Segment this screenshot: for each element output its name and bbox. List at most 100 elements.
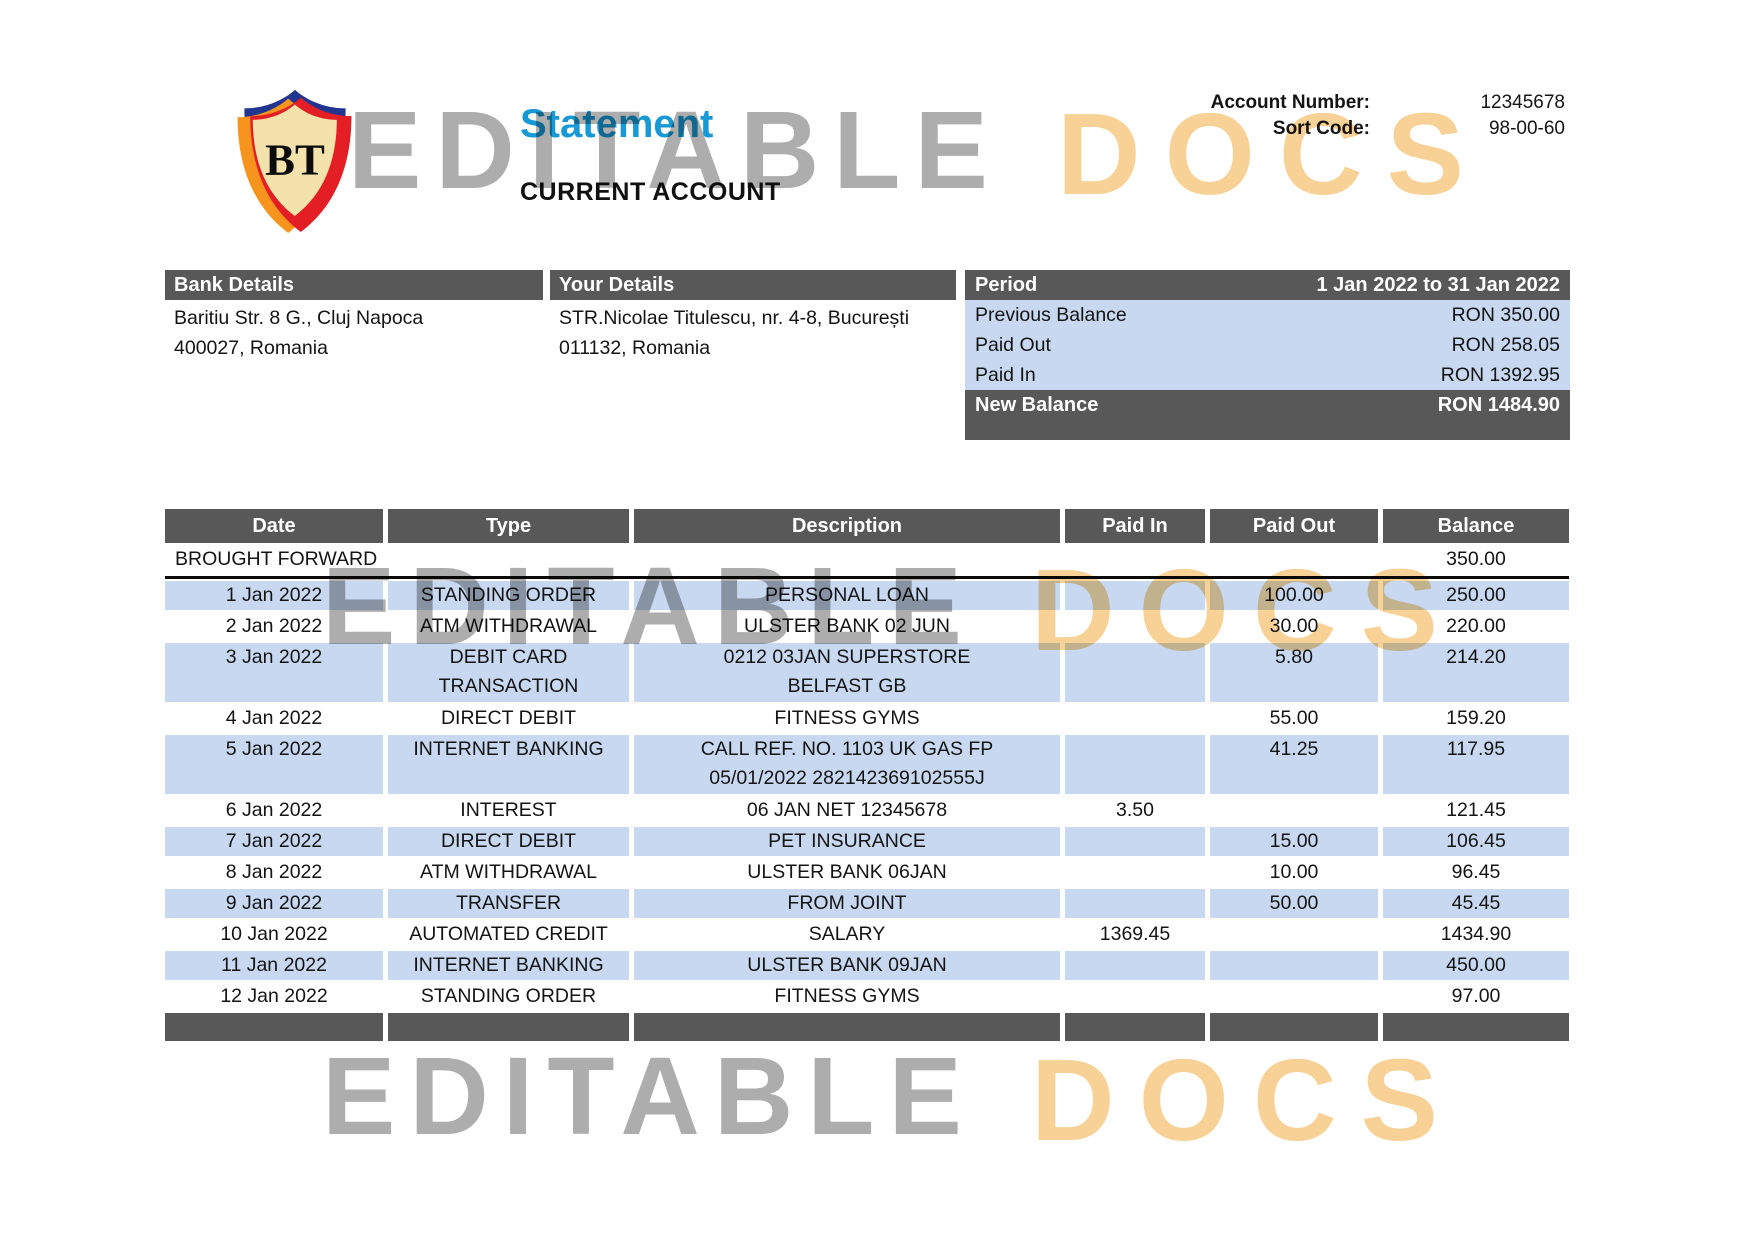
- column-header-type: Type: [388, 509, 629, 543]
- table-row-6-type: INTEREST: [388, 796, 629, 825]
- table-row-1-type: STANDING ORDER: [388, 581, 629, 610]
- previous-balance-value: RON 350.00: [1451, 304, 1560, 326]
- account-number-label: Account Number:: [1210, 92, 1370, 113]
- table-row-7-paid-in: [1065, 827, 1205, 856]
- table-divider-line: [165, 576, 1569, 579]
- table-row-3-date: 3 Jan 2022: [165, 643, 383, 702]
- table-row-3-balance: 214.20: [1383, 643, 1569, 702]
- paid-out-value: RON 258.05: [1451, 334, 1560, 356]
- table-row-2-paid-in: [1065, 612, 1205, 641]
- brought-forward-empty: [1210, 545, 1378, 574]
- your-address-line1: STR.Nicolae Titulescu, nr. 4-8, Bucureșt…: [559, 307, 910, 329]
- table-row-4-balance: 159.20: [1383, 704, 1569, 733]
- period-range: 1 Jan 2022 to 31 Jan 2022: [1316, 274, 1561, 296]
- table-row-4-description: FITNESS GYMS: [634, 704, 1060, 733]
- table-footer-cell: [1065, 1013, 1205, 1041]
- table-row-11-date: 11 Jan 2022: [165, 951, 383, 980]
- bank-details-header: Bank Details: [165, 270, 543, 300]
- column-header-paid-out: Paid Out: [1210, 509, 1378, 543]
- bank-address-line2: 400027, Romania: [174, 337, 328, 359]
- table-row-9-balance: 45.45: [1383, 889, 1569, 918]
- paid-out-row: Paid Out RON 258.05: [965, 330, 1570, 360]
- account-type-subtitle: CURRENT ACCOUNT: [520, 178, 781, 206]
- account-number-value: 12345678: [1480, 92, 1565, 113]
- table-row-5-date: 5 Jan 2022: [165, 735, 383, 794]
- table-row-12-description: FITNESS GYMS: [634, 982, 1060, 1011]
- table-row-10-paid-in: 1369.45: [1065, 920, 1205, 949]
- column-header-date: Date: [165, 509, 383, 543]
- table-footer-cell: [1383, 1013, 1569, 1041]
- sort-code-label: Sort Code:: [1272, 118, 1370, 139]
- table-row-12-type: STANDING ORDER: [388, 982, 629, 1011]
- period-header: Period 1 Jan 2022 to 31 Jan 2022: [965, 270, 1570, 300]
- table-footer-cell: [388, 1013, 629, 1041]
- table-row-3-paid-out: 5.80: [1210, 643, 1378, 702]
- bank-details-address: Baritiu Str. 8 G., Cluj Napoca 400027, R…: [174, 303, 423, 363]
- table-row-9-type: TRANSFER: [388, 889, 629, 918]
- table-row-8-paid-out: 10.00: [1210, 858, 1378, 887]
- table-row-10-date: 10 Jan 2022: [165, 920, 383, 949]
- transactions-table: Date Type Description Paid In Paid Out B…: [165, 509, 1569, 1041]
- table-row-7-type: DIRECT DEBIT: [388, 827, 629, 856]
- table-row-8-description: ULSTER BANK 06JAN: [634, 858, 1060, 887]
- table-row-9-paid-in: [1065, 889, 1205, 918]
- watermark-word-docs: DOCS: [1030, 1035, 1462, 1165]
- table-row-11-paid-in: [1065, 951, 1205, 980]
- table-row-8-type: ATM WITHDRAWAL: [388, 858, 629, 887]
- table-row-1-description: PERSONAL LOAN: [634, 581, 1060, 610]
- table-row-11-balance: 450.00: [1383, 951, 1569, 980]
- table-row-5-paid-in: [1065, 735, 1205, 794]
- table-row-10-type: AUTOMATED CREDIT: [388, 920, 629, 949]
- table-row-2-date: 2 Jan 2022: [165, 612, 383, 641]
- bank-address-line1: Baritiu Str. 8 G., Cluj Napoca: [174, 307, 424, 329]
- table-row-3-type: DEBIT CARD TRANSACTION: [388, 643, 629, 702]
- table-row-9-paid-out: 50.00: [1210, 889, 1378, 918]
- column-header-balance: Balance: [1383, 509, 1569, 543]
- table-row-11-paid-out: [1210, 951, 1378, 980]
- your-details-header: Your Details: [550, 270, 956, 300]
- watermark-bottom: EDITABLE DOCS: [322, 1035, 1462, 1165]
- period-title: Period: [975, 274, 1038, 296]
- watermark-word-editable: EDITABLE: [322, 1035, 976, 1158]
- brought-forward-balance: 350.00: [1383, 545, 1569, 574]
- table-row-11-type: INTERNET BANKING: [388, 951, 629, 980]
- table-row-2-type: ATM WITHDRAWAL: [388, 612, 629, 641]
- statement-title: Statement: [520, 102, 714, 146]
- table-row-12-paid-out: [1210, 982, 1378, 1011]
- brought-forward-empty: [1065, 545, 1205, 574]
- table-row-12-date: 12 Jan 2022: [165, 982, 383, 1011]
- table-row-4-type: DIRECT DEBIT: [388, 704, 629, 733]
- table-row-2-paid-out: 30.00: [1210, 612, 1378, 641]
- table-row-5-paid-out: 41.25: [1210, 735, 1378, 794]
- table-row-8-paid-in: [1065, 858, 1205, 887]
- table-footer-cell: [1210, 1013, 1378, 1041]
- table-row-6-description: 06 JAN NET 12345678: [634, 796, 1060, 825]
- new-balance-label: New Balance: [975, 394, 1099, 416]
- table-row-3-paid-in: [1065, 643, 1205, 702]
- table-row-7-paid-out: 15.00: [1210, 827, 1378, 856]
- table-row-8-balance: 96.45: [1383, 858, 1569, 887]
- table-row-12-balance: 97.00: [1383, 982, 1569, 1011]
- table-row-1-date: 1 Jan 2022: [165, 581, 383, 610]
- table-row-2-balance: 220.00: [1383, 612, 1569, 641]
- table-row-5-description: CALL REF. NO. 1103 UK GAS FP 05/01/2022 …: [634, 735, 1060, 794]
- table-row-12-paid-in: [1065, 982, 1205, 1011]
- bt-logo: BT: [236, 86, 354, 237]
- table-row-10-paid-out: [1210, 920, 1378, 949]
- table-row-5-balance: 117.95: [1383, 735, 1569, 794]
- table-row-7-description: PET INSURANCE: [634, 827, 1060, 856]
- table-row-7-date: 7 Jan 2022: [165, 827, 383, 856]
- table-row-1-paid-out: 100.00: [1210, 581, 1378, 610]
- column-header-description: Description: [634, 509, 1060, 543]
- previous-balance-row: Previous Balance RON 350.00: [965, 300, 1570, 330]
- table-row-4-paid-in: [1065, 704, 1205, 733]
- brought-forward-label: BROUGHT FORWARD: [165, 545, 1060, 574]
- table-row-1-paid-in: [1065, 581, 1205, 610]
- table-row-5-type: INTERNET BANKING: [388, 735, 629, 794]
- table-row-4-date: 4 Jan 2022: [165, 704, 383, 733]
- sort-code-row: Sort Code: 98-00-60: [1000, 116, 1565, 142]
- table-row-6-paid-out: [1210, 796, 1378, 825]
- paid-in-value: RON 1392.95: [1440, 364, 1560, 386]
- sort-code-value: 98-00-60: [1488, 118, 1565, 139]
